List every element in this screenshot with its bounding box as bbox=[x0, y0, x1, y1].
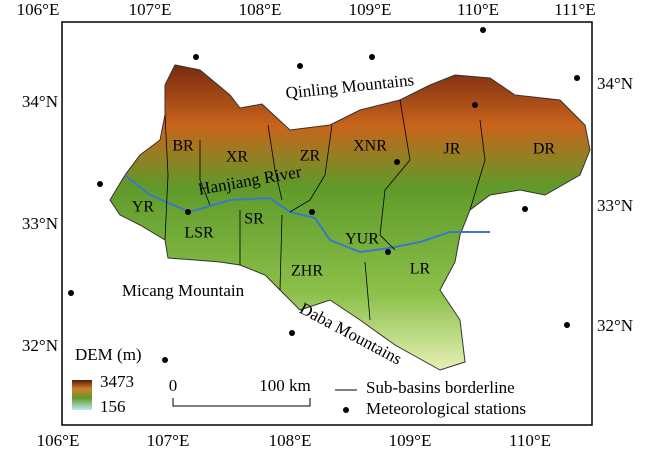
lat-tick-label: 33°N bbox=[597, 196, 633, 215]
stations bbox=[68, 27, 580, 363]
scale-label: 0 bbox=[169, 376, 178, 395]
sub-basin-label: DR bbox=[533, 141, 556, 158]
lon-tick-label: 107°E bbox=[129, 0, 172, 19]
sub-basin-label: LR bbox=[410, 261, 431, 278]
scale-label: 100 km bbox=[259, 376, 310, 395]
legend-title: DEM (m) bbox=[75, 345, 142, 364]
lat-tick-label: 32°N bbox=[22, 336, 58, 355]
basin bbox=[109, 64, 591, 371]
sub-basin-label: ZHR bbox=[291, 263, 323, 280]
sub-basin-label: ZR bbox=[300, 148, 321, 165]
legend-station-symbol bbox=[343, 407, 349, 413]
sub-basin-label: XR bbox=[226, 149, 249, 166]
lat-tick-label: 34°N bbox=[597, 74, 633, 93]
lon-tick-label: 110°E bbox=[457, 0, 499, 19]
sub-basin-label: YUR bbox=[345, 231, 379, 248]
feature-label: Micang Mountain bbox=[122, 281, 245, 300]
scale-bar bbox=[172, 398, 311, 407]
sub-basin-label: BR bbox=[172, 138, 194, 155]
lon-tick-label: 108°E bbox=[269, 431, 312, 450]
sub-basin-label: SR bbox=[244, 211, 264, 228]
legend-label: Meteorological stations bbox=[366, 399, 526, 418]
lon-tick-label: 111°E bbox=[554, 0, 595, 19]
sub-basin-label: JR bbox=[444, 141, 461, 158]
lon-tick-label: 106°E bbox=[17, 0, 60, 19]
lat-tick-label: 33°N bbox=[22, 214, 58, 233]
legend-label: Sub-basins borderline bbox=[366, 378, 515, 397]
lon-tick-label: 110°E bbox=[509, 431, 551, 450]
sub-basin-label: XNR bbox=[353, 138, 387, 155]
legend-label: 156 bbox=[100, 397, 126, 416]
lat-tick-label: 32°N bbox=[597, 316, 633, 335]
sub-basin-borders bbox=[164, 99, 486, 321]
dem-colorbar bbox=[72, 380, 92, 410]
lon-tick-label: 106°E bbox=[37, 431, 80, 450]
sub-basin-label: LSR bbox=[184, 225, 214, 242]
lon-tick-label: 107°E bbox=[147, 431, 190, 450]
lat-tick-label: 34°N bbox=[22, 92, 58, 111]
sub-basin-label: YR bbox=[132, 199, 155, 216]
lon-tick-label: 109°E bbox=[389, 431, 432, 450]
legend-label: 3473 bbox=[100, 372, 134, 391]
lon-tick-label: 108°E bbox=[239, 0, 282, 19]
lon-tick-label: 109°E bbox=[349, 0, 392, 19]
